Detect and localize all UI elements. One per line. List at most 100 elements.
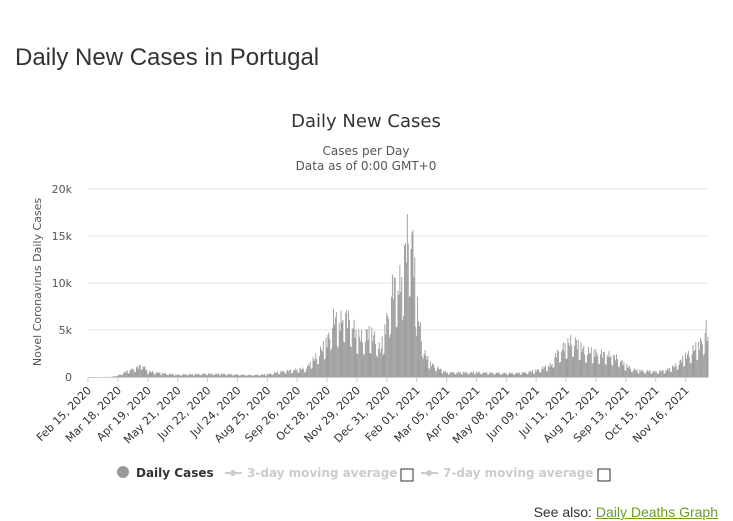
bar[interactable]: [576, 348, 578, 377]
bar[interactable]: [601, 349, 602, 377]
bar[interactable]: [690, 362, 692, 377]
bar[interactable]: [512, 373, 514, 377]
bar[interactable]: [278, 374, 279, 377]
bar[interactable]: [610, 355, 612, 377]
bar[interactable]: [409, 295, 411, 377]
bar[interactable]: [554, 356, 556, 377]
bar[interactable]: [273, 373, 275, 377]
bar[interactable]: [236, 374, 238, 377]
bar[interactable]: [632, 370, 634, 377]
bar[interactable]: [524, 371, 526, 377]
bar[interactable]: [136, 367, 137, 377]
bar[interactable]: [593, 349, 595, 377]
bar[interactable]: [516, 372, 518, 377]
bar[interactable]: [286, 370, 288, 377]
bar[interactable]: [526, 374, 528, 377]
bar[interactable]: [296, 369, 298, 377]
bar[interactable]: [544, 367, 546, 377]
bar[interactable]: [546, 371, 548, 377]
bar[interactable]: [475, 371, 477, 377]
bar[interactable]: [370, 353, 372, 377]
bar[interactable]: [442, 373, 444, 377]
bar[interactable]: [169, 373, 171, 377]
bar[interactable]: [419, 325, 420, 377]
bar[interactable]: [233, 375, 235, 377]
bar[interactable]: [209, 373, 211, 377]
bar[interactable]: [438, 369, 440, 377]
bar[interactable]: [219, 375, 221, 377]
bar[interactable]: [631, 372, 633, 377]
bar[interactable]: [287, 369, 289, 377]
bar[interactable]: [551, 363, 553, 377]
bar[interactable]: [615, 360, 616, 377]
bar[interactable]: [202, 373, 204, 377]
bar[interactable]: [319, 356, 320, 377]
bar[interactable]: [540, 372, 542, 377]
bar[interactable]: [400, 291, 402, 377]
bar[interactable]: [598, 363, 600, 377]
bar[interactable]: [204, 374, 206, 377]
bar[interactable]: [290, 369, 292, 377]
bar[interactable]: [318, 363, 320, 377]
bar[interactable]: [288, 371, 290, 377]
bar[interactable]: [658, 370, 660, 377]
bar[interactable]: [573, 356, 574, 377]
daily-deaths-graph-link[interactable]: Daily Deaths Graph: [595, 504, 718, 520]
bar[interactable]: [634, 369, 636, 377]
bar[interactable]: [350, 347, 352, 377]
bar[interactable]: [189, 374, 191, 377]
bar[interactable]: [300, 368, 302, 377]
bar[interactable]: [675, 366, 677, 377]
bar[interactable]: [134, 372, 136, 377]
bar[interactable]: [430, 361, 432, 377]
bar[interactable]: [277, 371, 278, 377]
bar[interactable]: [704, 333, 706, 377]
bar[interactable]: [517, 373, 519, 377]
bar[interactable]: [617, 366, 619, 377]
bar[interactable]: [269, 373, 271, 377]
bar[interactable]: [415, 327, 417, 377]
bar[interactable]: [386, 312, 388, 377]
bar[interactable]: [285, 373, 287, 377]
bar[interactable]: [698, 341, 700, 377]
bar[interactable]: [354, 337, 356, 377]
bar[interactable]: [478, 371, 480, 377]
bar[interactable]: [660, 371, 662, 377]
bar[interactable]: [584, 354, 586, 377]
bar[interactable]: [179, 374, 180, 377]
bar[interactable]: [355, 329, 357, 377]
bar[interactable]: [641, 370, 643, 377]
bar[interactable]: [706, 341, 708, 377]
bar[interactable]: [320, 349, 322, 377]
bar[interactable]: [433, 367, 435, 377]
bar[interactable]: [445, 370, 447, 377]
bar[interactable]: [664, 373, 666, 377]
bar[interactable]: [317, 364, 319, 377]
bar[interactable]: [272, 374, 274, 377]
bar[interactable]: [376, 355, 377, 377]
bar[interactable]: [123, 371, 125, 377]
bar[interactable]: [688, 357, 690, 377]
bar[interactable]: [433, 364, 434, 377]
bar[interactable]: [484, 372, 486, 377]
bar[interactable]: [587, 354, 588, 377]
bar[interactable]: [613, 354, 615, 377]
bar[interactable]: [337, 347, 339, 377]
bar[interactable]: [639, 369, 641, 377]
bar[interactable]: [574, 337, 576, 377]
bar[interactable]: [164, 373, 165, 377]
bar[interactable]: [466, 372, 468, 377]
bar[interactable]: [451, 373, 453, 377]
bar[interactable]: [503, 373, 504, 377]
bar[interactable]: [334, 317, 336, 377]
bar[interactable]: [391, 274, 393, 377]
bar[interactable]: [231, 373, 233, 377]
bar[interactable]: [203, 373, 205, 377]
bar[interactable]: [701, 340, 702, 377]
bar[interactable]: [557, 349, 559, 377]
bar[interactable]: [367, 339, 369, 377]
bar[interactable]: [242, 375, 244, 377]
bar[interactable]: [325, 337, 327, 377]
bar[interactable]: [416, 335, 418, 377]
bar[interactable]: [385, 334, 387, 377]
